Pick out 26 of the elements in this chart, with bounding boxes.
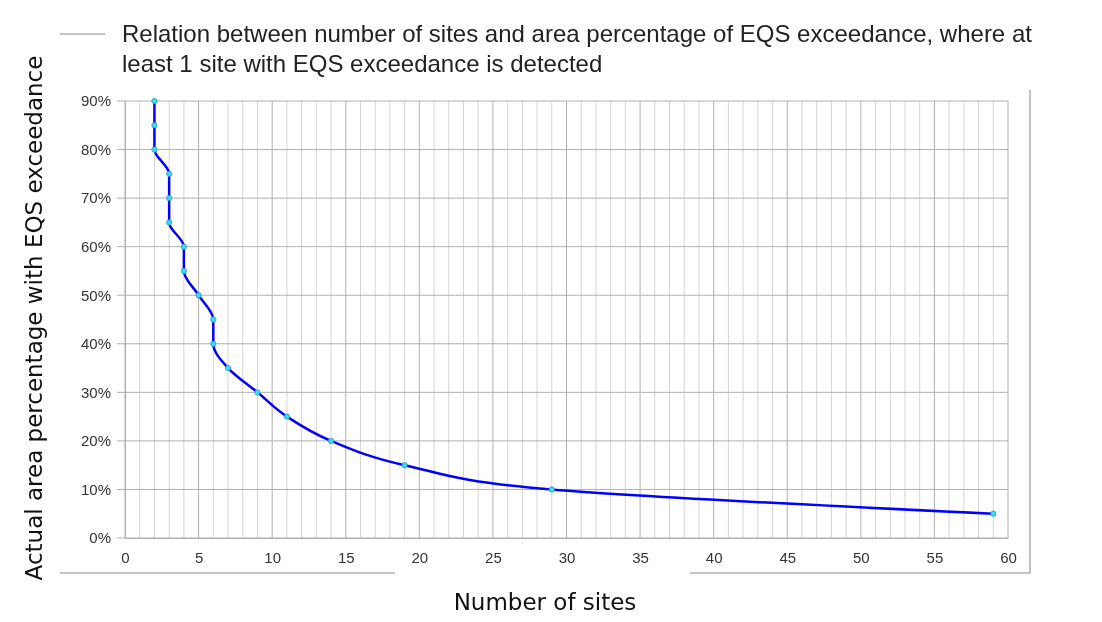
chart-title: Relation between number of sites and area percentage of EQS exceedance, where at least 1 site with EQS exceedance is detected <box>122 20 1033 77</box>
x-tick-label: 20 <box>411 548 429 566</box>
y-tick-label: 20% <box>80 432 111 450</box>
y-tick-label: 70% <box>80 189 111 207</box>
y-tick-label: 0% <box>89 529 111 547</box>
y-tick-label: 40% <box>80 335 111 353</box>
y-tick-label: 30% <box>80 383 111 401</box>
y-axis-title: Actual area percentage with EQS exceedance <box>21 55 47 581</box>
y-tick-label: 50% <box>80 286 111 304</box>
x-tick-label: 40 <box>705 548 723 566</box>
x-tick-label: 30 <box>558 548 576 566</box>
x-tick-label: 5 <box>194 548 204 566</box>
y-tick-label: 90% <box>80 92 111 110</box>
x-tick-label: 55 <box>926 548 944 566</box>
x-tick-label: 60 <box>1000 548 1017 566</box>
x-axis-title: Number of sites <box>453 589 637 615</box>
y-tick-label: 10% <box>80 480 111 498</box>
x-tick-label: 50 <box>852 548 870 566</box>
y-tick-label: 60% <box>80 237 111 255</box>
y-tick-label: 80% <box>80 140 111 158</box>
x-tick-label: 0 <box>121 548 130 566</box>
x-tick-label: 10 <box>264 548 282 566</box>
x-tick-label: 35 <box>632 548 649 566</box>
x-tick-label: 15 <box>337 548 355 566</box>
x-tick-label: 25 <box>485 548 502 566</box>
x-tick-label: 45 <box>779 548 797 566</box>
